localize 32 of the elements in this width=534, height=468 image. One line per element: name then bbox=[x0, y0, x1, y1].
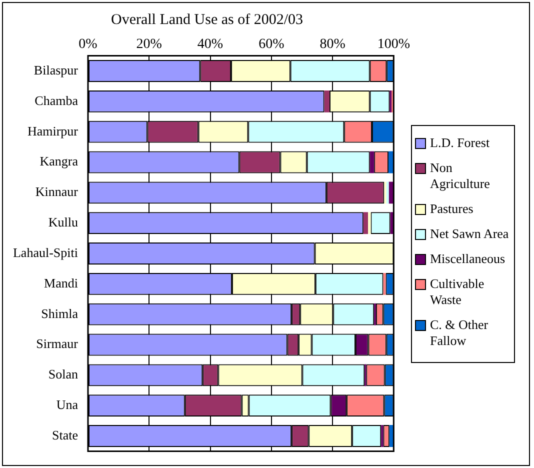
legend-label: Cultivable Waste bbox=[430, 276, 486, 308]
bar bbox=[368, 212, 371, 234]
y-tick-label: Sirmaur bbox=[36, 336, 79, 352]
y-tick-label: State bbox=[52, 427, 78, 442]
legend-label: Miscellaneous bbox=[430, 251, 506, 267]
bar bbox=[386, 182, 389, 204]
y-tick-label: Kinnaur bbox=[35, 184, 79, 200]
y-tick-label: Kangra bbox=[40, 154, 78, 169]
y-tick-label: Solan bbox=[48, 366, 78, 382]
x-tick-label: 80% bbox=[320, 37, 346, 52]
y-tick-label: Chamba bbox=[34, 92, 78, 108]
y-tick-label: Hamirpur bbox=[27, 123, 79, 138]
x-tick-label: 100% bbox=[377, 37, 410, 52]
y-tick-label: Lahaul-Spiti bbox=[12, 244, 78, 260]
legend-label: Net Sawn Area bbox=[430, 226, 509, 242]
legend-label: L.D. Forest bbox=[430, 135, 490, 151]
chart-title: Overall Land Use as of 2002/03 bbox=[110, 12, 304, 28]
x-tick-label: 0% bbox=[78, 37, 98, 52]
legend-label: C. & Other Fallow bbox=[430, 317, 490, 349]
x-tick-label: 20% bbox=[136, 37, 162, 52]
legend-label: Non Agriculture bbox=[430, 160, 491, 192]
y-tick-label: Kullu bbox=[48, 214, 78, 230]
legend-label: Pastures bbox=[430, 201, 474, 217]
y-tick-label: Mandi bbox=[44, 275, 78, 290]
x-tick-label: 60% bbox=[258, 37, 285, 52]
y-tick-label: Shimla bbox=[41, 306, 78, 321]
bar bbox=[370, 151, 374, 174]
bar bbox=[324, 90, 330, 112]
bar bbox=[363, 212, 368, 234]
y-tick-label: Bilaspur bbox=[34, 62, 79, 78]
y-tick-label: Una bbox=[56, 397, 78, 412]
x-tick-label: 40% bbox=[197, 37, 224, 52]
